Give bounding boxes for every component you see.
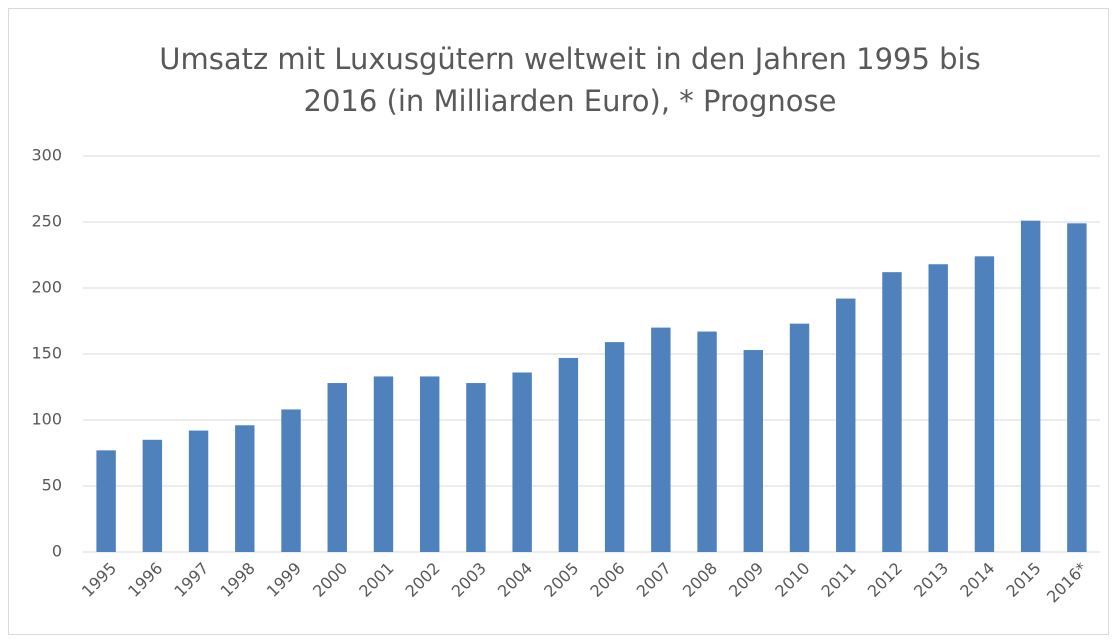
- bar: [882, 272, 902, 552]
- y-tick-label: 200: [31, 278, 62, 297]
- bar: [558, 357, 579, 552]
- bar: [142, 439, 163, 552]
- y-tick-label: 100: [31, 410, 62, 429]
- bar: [512, 372, 532, 552]
- bar: [466, 383, 486, 552]
- bar: [327, 383, 347, 552]
- bar: [1067, 223, 1087, 552]
- bar: [974, 256, 995, 552]
- bar: [604, 342, 625, 552]
- y-tick-label: 300: [31, 146, 62, 165]
- y-tick-label: 250: [31, 212, 62, 231]
- bar: [928, 264, 948, 552]
- bar: [373, 376, 394, 552]
- bar: [836, 298, 856, 552]
- y-tick-label: 50: [42, 476, 62, 495]
- bar: [281, 409, 301, 552]
- chart-title: Umsatz mit Luxusgütern weltweit in den J…: [159, 42, 981, 118]
- bar: [235, 425, 255, 552]
- y-tick-label: 150: [31, 344, 62, 363]
- bar: [697, 331, 717, 552]
- bar: [419, 376, 440, 552]
- bar: [188, 430, 209, 552]
- y-tick-label: 0: [52, 542, 62, 561]
- bar: [651, 327, 671, 552]
- bar: [96, 450, 116, 552]
- bar: [743, 350, 764, 552]
- bar: [1020, 220, 1041, 552]
- bar: [789, 323, 810, 552]
